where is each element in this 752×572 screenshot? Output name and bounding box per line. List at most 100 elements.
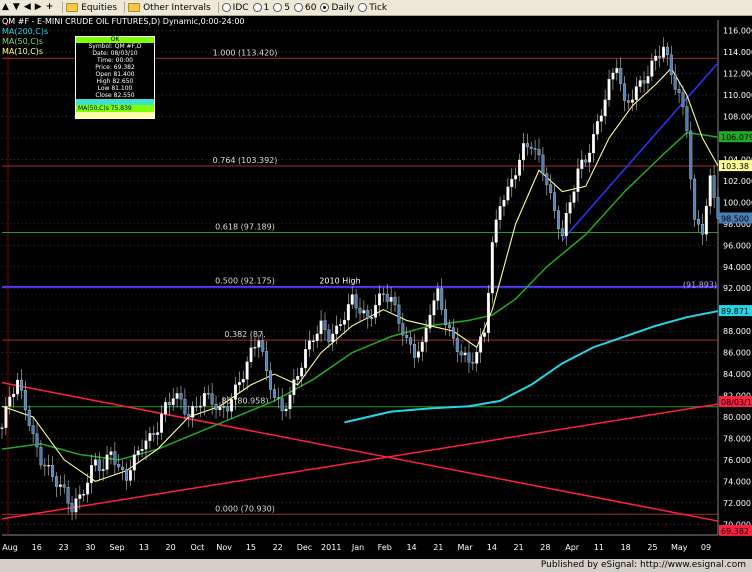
candle-body: [378, 293, 381, 306]
price-tag: [719, 524, 752, 536]
candle-body: [595, 121, 599, 135]
candle-body: [428, 314, 432, 329]
y-tick-label: 72.000: [723, 499, 751, 508]
equities-menu[interactable]: Equities: [66, 0, 117, 15]
x-tick-label: 30: [85, 543, 95, 552]
price-chart[interactable]: 116.000 114.000 112.000 110.000 108.000 106.0…: [0, 16, 752, 559]
interval-tick[interactable]: Tick: [358, 0, 387, 15]
candle-body: [327, 329, 331, 342]
candle-body: [479, 336, 483, 353]
ma200-line: [344, 310, 719, 424]
radio-icon: [221, 3, 231, 12]
candle-body: [117, 464, 121, 468]
info-ma200-row: MA(200,C)s: [76, 99, 154, 106]
y-tick-label: 92.000: [723, 284, 751, 293]
candle-body: [237, 382, 241, 385]
x-tick-label: 21: [514, 543, 524, 552]
candle-body: [650, 60, 654, 77]
info-row: Date: 08/03/10: [92, 50, 138, 57]
interval-1-label: 1: [263, 2, 270, 13]
candle-body: [148, 433, 152, 441]
interval-idc-label: IDC: [232, 2, 249, 13]
interval-1[interactable]: 1: [252, 0, 270, 15]
x-tick-label: 18: [621, 543, 631, 552]
x-tick-label: 14: [406, 543, 416, 552]
trend-line: [1, 381, 719, 522]
x-tick-label: 23: [58, 543, 68, 552]
candle-body: [654, 55, 658, 61]
candle-body: [673, 74, 677, 90]
candle-body: [105, 454, 109, 470]
candle-body: [401, 323, 405, 336]
y-tick-label: 112.000: [723, 70, 752, 79]
y-tick-label: 88.000: [723, 327, 751, 336]
down-arrow-icon[interactable]: ▼: [12, 2, 20, 12]
price-tag: [719, 160, 752, 172]
candle-body: [494, 219, 498, 243]
candle-body: [152, 433, 156, 435]
interval-daily[interactable]: Daily: [320, 0, 354, 15]
candle-body: [525, 143, 529, 148]
x-tick-label: 22: [273, 543, 283, 552]
candle-body: [689, 130, 693, 180]
candle-body: [121, 466, 125, 470]
candle-body: [276, 397, 280, 399]
add-icon[interactable]: +: [45, 2, 54, 12]
x-tick-label: Sep: [110, 543, 125, 552]
candle-body: [572, 191, 576, 203]
trend-line: [561, 62, 719, 241]
candle-body: [393, 296, 397, 306]
y-tick-label: 110.000: [723, 91, 752, 100]
candle-body: [592, 134, 595, 154]
candle-body: [541, 154, 545, 174]
price-tag-label: 69.382: [721, 527, 749, 536]
candle-body: [23, 390, 27, 411]
candle-body: [475, 352, 479, 364]
info-ma10-row: [76, 112, 154, 118]
candle-body: [222, 406, 226, 408]
candle-body: [370, 317, 374, 319]
x-tick-label: Oct: [190, 543, 204, 552]
candle-body: [545, 173, 549, 185]
candle-body: [307, 340, 311, 350]
interval-60[interactable]: 60: [294, 0, 316, 15]
up-arrow-icon[interactable]: ▲: [2, 2, 9, 12]
fib-level-label: 0.618 (97.189): [215, 223, 275, 232]
candle-body: [471, 362, 475, 364]
candle-body: [335, 325, 339, 335]
x-tick-label: Feb: [378, 543, 392, 552]
candle-body: [627, 100, 630, 103]
candle-body: [693, 178, 697, 220]
price-tag-label: 89.871: [721, 307, 749, 316]
candle-body: [27, 409, 31, 426]
toolbar: ▲ ▼ ◀ ▶ + Equities Other Intervals IDC 1…: [0, 0, 752, 16]
price-tag-label: 106.079: [721, 133, 752, 142]
candle-body: [4, 406, 8, 428]
x-tick-label: 09: [701, 543, 711, 552]
fib-level-label: 0.382 (87.: [224, 330, 265, 339]
y-tick-label: 116.000: [723, 27, 752, 36]
interval-idc[interactable]: IDC: [221, 0, 249, 15]
left-arrow-icon[interactable]: ◀: [23, 2, 31, 12]
candle-body: [195, 406, 199, 408]
candle-body: [436, 288, 440, 301]
interval-daily-label: Daily: [331, 2, 355, 13]
info-row: High 82.650: [96, 78, 134, 85]
other-intervals-menu[interactable]: Other Intervals: [128, 0, 211, 15]
info-row: Time: 00:00: [97, 57, 133, 64]
x-tick-label: Apr: [565, 543, 580, 552]
candle-body: [280, 398, 284, 412]
candle-body: [619, 68, 623, 84]
candle-body: [234, 384, 237, 400]
y-tick-label: 76.000: [723, 456, 751, 465]
candle-body: [206, 393, 210, 395]
candle-body: [218, 407, 222, 411]
annotation-label: (91.893): [683, 280, 717, 289]
interval-5[interactable]: 5: [273, 0, 290, 15]
right-arrow-icon[interactable]: ▶: [34, 2, 42, 12]
candle-body: [514, 175, 518, 180]
candle-body: [269, 370, 272, 390]
candle-body: [405, 334, 409, 338]
y-tick-label: 98.000: [723, 220, 751, 229]
candle-body: [331, 333, 335, 342]
